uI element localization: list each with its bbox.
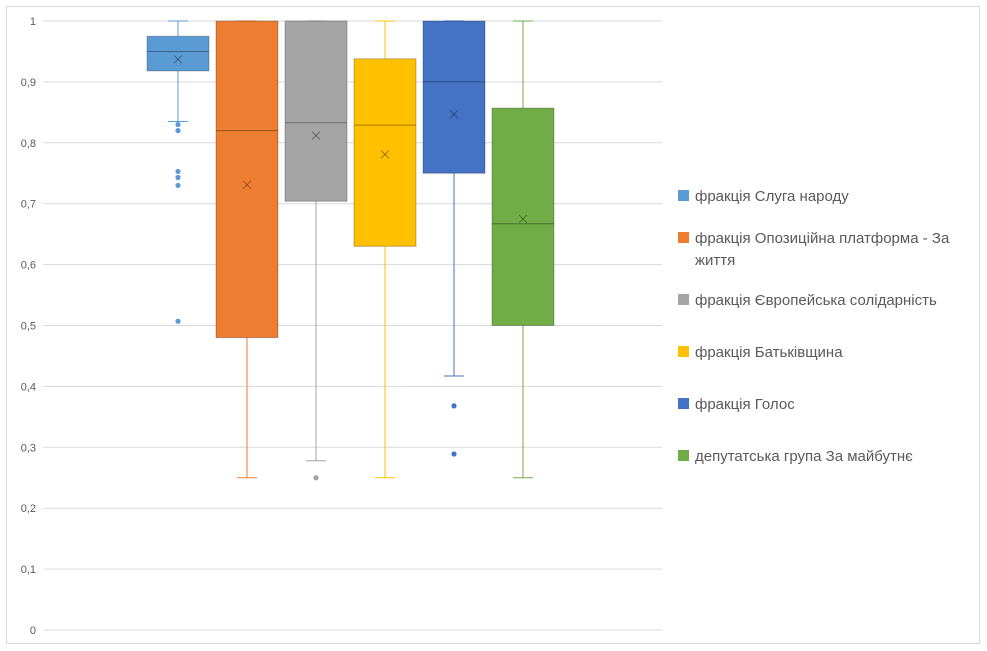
legend-swatch <box>678 294 689 305</box>
legend-label: фракція Слуга народу <box>695 188 849 205</box>
legend-swatch <box>678 346 689 357</box>
mean-marker <box>449 109 459 119</box>
chart-frame <box>6 6 980 644</box>
box-group <box>215 20 279 479</box>
outlier-point <box>313 475 319 481</box>
mean-marker <box>242 180 252 190</box>
box <box>284 20 348 202</box>
mean-marker <box>380 150 390 159</box>
box <box>215 20 279 339</box>
legend-swatch <box>678 190 689 201</box>
legend-item: депутатська група За майбутнє <box>678 446 913 468</box>
legend-swatch <box>678 450 689 461</box>
outlier-point <box>175 318 181 324</box>
legend-swatch <box>678 398 689 409</box>
box-group <box>491 20 555 479</box>
legend-swatch <box>678 232 689 243</box>
legend-label: фракція Батьківщина <box>695 344 843 361</box>
y-tick-label: 1 <box>30 16 36 28</box>
box <box>422 20 486 174</box>
y-tick-label: 0,1 <box>21 564 36 576</box>
mean-marker <box>518 214 528 224</box>
y-tick-label: 0,3 <box>21 442 36 454</box>
y-tick-label: 0,9 <box>21 77 36 89</box>
legend-label: фракція Опозиційна платформа - За життя <box>695 230 950 269</box>
box-group <box>284 20 348 481</box>
box-series <box>146 20 555 481</box>
legend-item: фракція Європейська солідарність <box>678 290 937 312</box>
box <box>146 35 210 72</box>
box-group <box>422 20 486 457</box>
legend-label: фракція Європейська солідарність <box>695 292 937 309</box>
outlier-point <box>175 174 181 181</box>
y-tick-label: 0 <box>30 625 36 637</box>
outlier-point <box>175 121 181 128</box>
y-tick-label: 0,5 <box>21 321 36 333</box>
y-tick-label: 0,2 <box>21 503 36 515</box>
mean-marker <box>311 131 321 140</box>
legend-item: фракція Слуга народу <box>678 186 849 208</box>
mean-marker <box>173 55 183 64</box>
outlier-point <box>175 182 181 189</box>
mean-marker <box>242 180 252 190</box>
mean-marker <box>173 55 183 64</box>
y-tick-label: 0,6 <box>21 260 36 272</box>
y-tick-label: 0,8 <box>21 138 36 150</box>
outlier-point <box>451 403 457 409</box>
box <box>353 58 417 247</box>
y-tick-label: 0,4 <box>21 381 36 393</box>
legend-item: фракція Батьківщина <box>678 342 843 364</box>
y-tick-label: 0,7 <box>21 199 36 211</box>
legend-label: фракція Голос <box>695 396 795 413</box>
y-axis-tick-labels: 0 0,1 0,2 0,3 0,4 0,5 0,6 0,7 0,8 0,9 1 <box>21 16 36 637</box>
box-group <box>353 20 417 479</box>
legend-label: депутатська група За майбутнє <box>695 448 913 465</box>
box <box>491 107 555 326</box>
outlier-point <box>451 451 457 457</box>
mean-marker <box>449 109 459 119</box>
outlier-point <box>175 128 181 134</box>
legend-item: фракція Голос <box>678 394 795 416</box>
mean-marker <box>518 214 528 224</box>
outlier-point <box>175 168 181 175</box>
mean-marker <box>380 150 390 159</box>
gridlines <box>43 20 662 631</box>
mean-marker <box>311 131 321 140</box>
legend-item: фракція Опозиційна платформа - За життя <box>678 228 978 272</box>
box-group <box>146 20 210 324</box>
